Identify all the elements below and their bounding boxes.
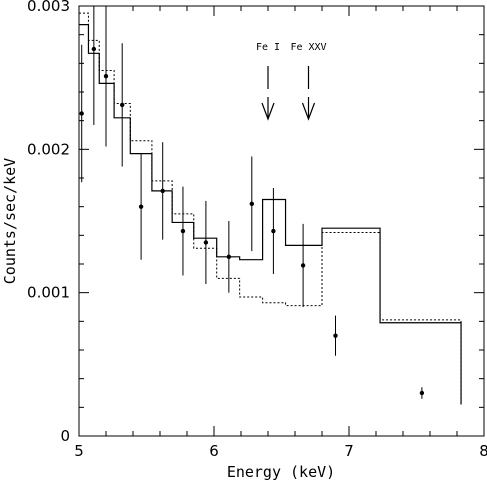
model-dotted-histogram: [79, 12, 462, 402]
data-point: [271, 228, 276, 234]
data-point: [249, 201, 254, 206]
data-point: [203, 240, 209, 245]
plot-frame: [78, 5, 485, 437]
data-point: [300, 263, 306, 268]
data-points: [79, 6, 425, 399]
data-point: [79, 111, 84, 116]
x-tick-label: 6: [209, 442, 219, 460]
tick-labels: 5 6 7 8 0 0.001 0.002 0.003: [27, 0, 487, 460]
data-point: [333, 333, 338, 338]
x-axis-title: Energy (keV): [227, 463, 335, 481]
annotation-label: Fe XXV: [290, 42, 326, 53]
x-tick-label: 5: [74, 442, 84, 460]
x-tick-label: 8: [479, 442, 487, 460]
data-point: [160, 188, 165, 194]
annotation-label: Fe I: [256, 42, 280, 53]
data-point: [180, 228, 186, 234]
data-point: [419, 390, 425, 396]
data-point: [138, 204, 144, 209]
data-point: [103, 74, 109, 79]
annotation-arrow-head: [261, 102, 275, 121]
model-dotted-line: [79, 12, 462, 402]
y-tick-label: 0.002: [27, 140, 70, 158]
y-tick-label: 0.003: [27, 0, 70, 15]
data-point: [91, 46, 97, 52]
y-tick-label: 0.001: [27, 284, 70, 302]
y-axis-title: Counts/sec/keV: [1, 158, 19, 284]
model-solid-histogram: [79, 24, 462, 405]
x-tick-label: 7: [344, 442, 354, 460]
data-point: [226, 254, 232, 260]
y-tick-label: 0: [60, 427, 70, 445]
plot-border: [78, 5, 485, 437]
line-annotations: Fe I Fe XXV: [256, 42, 327, 121]
data-point: [120, 102, 125, 108]
model-solid-line: [79, 24, 462, 405]
axis-ticks: [78, 5, 485, 437]
annotation-arrow-head: [301, 102, 316, 121]
